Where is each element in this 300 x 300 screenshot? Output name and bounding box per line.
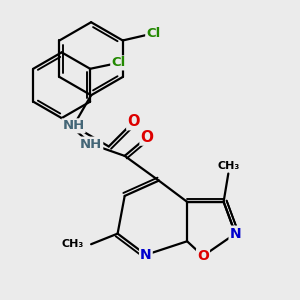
Text: O: O <box>141 130 154 145</box>
Text: NH: NH <box>80 138 102 151</box>
Text: O: O <box>197 249 209 263</box>
Text: N: N <box>230 226 241 241</box>
Text: Cl: Cl <box>111 56 125 69</box>
Text: CH₃: CH₃ <box>217 160 239 171</box>
Text: Cl: Cl <box>146 27 160 40</box>
Text: O: O <box>127 114 140 129</box>
Text: NH: NH <box>62 119 85 132</box>
Text: CH₃: CH₃ <box>62 239 84 249</box>
Text: N: N <box>140 248 152 262</box>
